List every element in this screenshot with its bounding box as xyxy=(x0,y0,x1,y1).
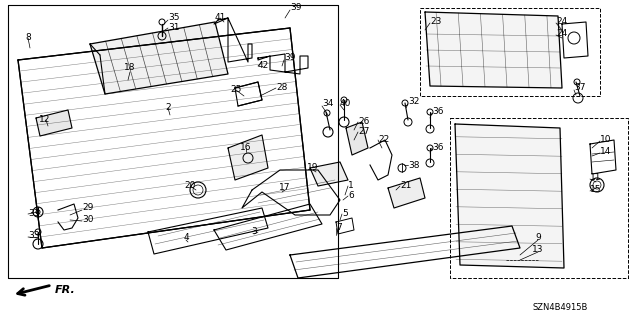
Text: 24: 24 xyxy=(556,29,567,39)
Polygon shape xyxy=(388,178,425,208)
Text: 33: 33 xyxy=(28,210,40,219)
Polygon shape xyxy=(228,135,268,180)
Text: FR.: FR. xyxy=(55,285,76,295)
Text: 39: 39 xyxy=(290,4,301,12)
Text: 14: 14 xyxy=(600,147,611,157)
Text: 36: 36 xyxy=(432,108,444,116)
Text: 31: 31 xyxy=(168,23,179,32)
Polygon shape xyxy=(36,110,72,136)
Text: 24: 24 xyxy=(556,18,567,26)
Text: 5: 5 xyxy=(342,210,348,219)
Text: 25: 25 xyxy=(230,85,242,94)
Text: 26: 26 xyxy=(358,117,369,127)
Text: 9: 9 xyxy=(535,234,541,242)
Text: 36: 36 xyxy=(432,144,444,152)
Text: 6: 6 xyxy=(348,191,354,201)
Text: 23: 23 xyxy=(430,18,442,26)
Polygon shape xyxy=(455,124,564,268)
Text: 3: 3 xyxy=(251,227,257,236)
Text: 12: 12 xyxy=(39,115,51,124)
Text: 34: 34 xyxy=(322,100,333,108)
Text: 22: 22 xyxy=(378,136,389,145)
Text: 8: 8 xyxy=(25,33,31,42)
Text: 33: 33 xyxy=(28,232,40,241)
Text: 20: 20 xyxy=(184,181,196,189)
Text: 39: 39 xyxy=(284,54,296,63)
Text: 21: 21 xyxy=(400,181,412,189)
Text: 38: 38 xyxy=(408,160,419,169)
Text: 16: 16 xyxy=(240,144,252,152)
Text: 28: 28 xyxy=(276,84,287,93)
Polygon shape xyxy=(90,22,228,94)
Text: 13: 13 xyxy=(532,246,544,255)
Text: 35: 35 xyxy=(168,13,179,23)
Text: 4: 4 xyxy=(183,234,189,242)
Text: 32: 32 xyxy=(408,98,419,107)
Text: 17: 17 xyxy=(279,183,291,192)
Text: 1: 1 xyxy=(348,182,354,190)
Polygon shape xyxy=(18,28,310,248)
Text: 27: 27 xyxy=(358,128,369,137)
Text: 7: 7 xyxy=(336,224,342,233)
Text: 18: 18 xyxy=(124,63,136,72)
Text: 41: 41 xyxy=(214,12,226,21)
Text: 42: 42 xyxy=(258,61,269,70)
Text: 30: 30 xyxy=(82,216,93,225)
Text: 2: 2 xyxy=(165,103,171,113)
Text: 15: 15 xyxy=(590,186,602,195)
Text: 40: 40 xyxy=(340,100,351,108)
Polygon shape xyxy=(310,162,348,186)
Polygon shape xyxy=(425,12,562,88)
Text: 11: 11 xyxy=(590,174,602,182)
Text: 10: 10 xyxy=(600,136,611,145)
Text: 29: 29 xyxy=(82,204,93,212)
Text: SZN4B4915B: SZN4B4915B xyxy=(532,302,588,311)
Text: 19: 19 xyxy=(307,164,319,173)
Text: 37: 37 xyxy=(574,84,586,93)
Polygon shape xyxy=(346,122,368,155)
